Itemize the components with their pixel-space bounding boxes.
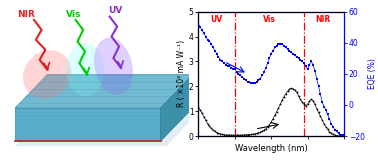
Ellipse shape [94, 38, 133, 95]
Y-axis label: R ( ×10² mA W⁻¹): R ( ×10² mA W⁻¹) [177, 40, 186, 107]
X-axis label: Wavelength (nm): Wavelength (nm) [235, 144, 308, 153]
Text: Vis: Vis [66, 10, 82, 19]
Polygon shape [15, 113, 198, 146]
Text: NIR: NIR [17, 10, 35, 19]
Polygon shape [15, 75, 193, 108]
Text: UV: UV [211, 15, 223, 24]
Text: NIR: NIR [315, 15, 331, 24]
Polygon shape [15, 108, 161, 141]
Y-axis label: EQE (%): EQE (%) [368, 58, 376, 89]
Text: Vis: Vis [263, 15, 276, 24]
Text: UV: UV [108, 6, 122, 15]
Ellipse shape [23, 50, 71, 99]
Polygon shape [161, 75, 193, 141]
Ellipse shape [66, 43, 104, 96]
